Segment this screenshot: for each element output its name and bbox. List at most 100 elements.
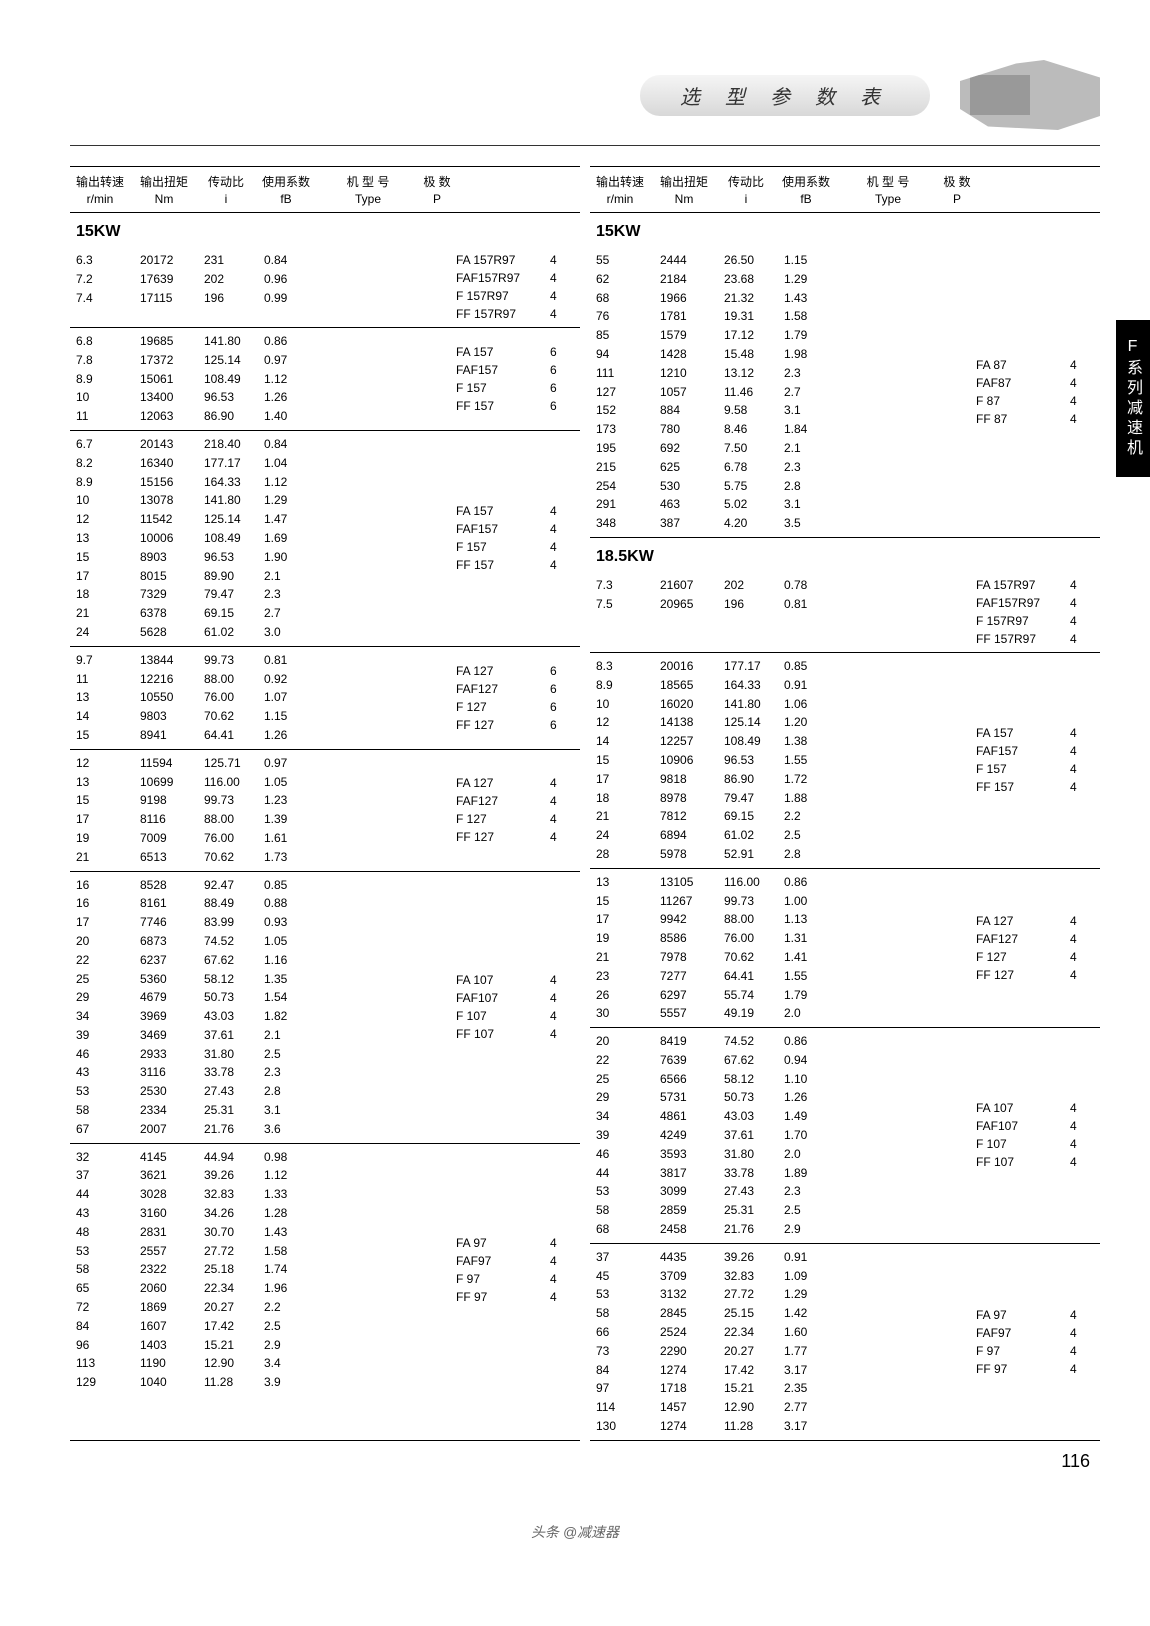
data-row: 131055076.001.07	[70, 688, 450, 707]
data-block: 37443539.260.9145370932.831.0953313227.7…	[590, 1244, 1100, 1440]
model-row: FA 1074	[976, 1099, 1100, 1117]
data-row: 9.71384499.730.81	[70, 651, 450, 670]
model-row: FA 1074	[456, 971, 580, 989]
data-row: 129104011.283.9	[70, 1373, 450, 1392]
data-row: 2914635.023.1	[590, 495, 970, 514]
u-p: P	[422, 192, 452, 206]
data-row: 111221688.000.92	[70, 670, 450, 689]
data-row: 53253027.432.8	[70, 1082, 450, 1101]
model-row: FA 1274	[456, 774, 580, 792]
data-row: 18897879.471.88	[590, 789, 970, 808]
model-row: FF 1576	[456, 397, 580, 415]
data-row: 44302832.831.33	[70, 1185, 450, 1204]
data-row: 151090696.531.55	[590, 751, 970, 770]
data-row: 53313227.721.29	[590, 1285, 970, 1304]
data-row: 66252422.341.60	[590, 1323, 970, 1342]
data-row: 17811688.001.39	[70, 810, 450, 829]
data-row: 68196621.321.43	[590, 289, 970, 308]
data-row: 97171815.212.35	[590, 1379, 970, 1398]
model-row: F 157R974	[976, 612, 1100, 630]
h-p: 极 数	[942, 173, 972, 190]
data-row: 29467950.731.54	[70, 988, 450, 1007]
data-row: 1528849.583.1	[590, 401, 970, 420]
model-row: FF 974	[456, 1288, 580, 1306]
data-row: 26629755.741.79	[590, 986, 970, 1005]
h-p: 极 数	[422, 173, 452, 190]
data-row: 6.819685141.800.86	[70, 332, 450, 351]
data-row: 8.320016177.170.85	[590, 657, 970, 676]
power-right: 15KW	[590, 213, 1100, 247]
u-torque: Nm	[134, 192, 194, 206]
data-row: 6.720143218.400.84	[70, 435, 450, 454]
model-row: F 1074	[456, 1007, 580, 1025]
u-type: Type	[838, 192, 938, 206]
model-row: F 1274	[976, 948, 1100, 966]
data-row: 23727764.411.55	[590, 967, 970, 986]
data-row: 111206386.901.40	[70, 407, 450, 426]
data-row: 113119012.903.4	[70, 1354, 450, 1373]
data-row: 32414544.940.98	[70, 1148, 450, 1167]
data-row: 43311633.782.3	[70, 1063, 450, 1082]
data-row: 19858676.001.31	[590, 929, 970, 948]
data-row: 1013078141.801.29	[70, 491, 450, 510]
data-row: 3483874.203.5	[590, 514, 970, 533]
data-row: 8.918565164.330.91	[590, 676, 970, 695]
data-row: 84127417.423.17	[590, 1361, 970, 1380]
data-row: 46293331.802.5	[70, 1045, 450, 1064]
page-number: 116	[70, 1441, 1100, 1472]
data-block: 6.720143218.400.848.216340177.171.048.91…	[70, 431, 580, 647]
data-row: 8.915156164.331.12	[70, 473, 450, 492]
h-type: 机 型 号	[838, 173, 938, 190]
data-row: 7.3216072020.78	[590, 576, 970, 595]
data-row: 1211594125.710.97	[70, 754, 450, 773]
data-row: 73229020.271.77	[590, 1342, 970, 1361]
model-row: FF 1074	[976, 1153, 1100, 1171]
data-row: 1310006108.491.69	[70, 529, 450, 548]
data-block: 1211594125.710.971310699116.001.05159198…	[70, 750, 580, 872]
data-row: 24689461.022.5	[590, 826, 970, 845]
model-row: FAF1274	[456, 792, 580, 810]
model-row: FAF1274	[976, 930, 1100, 948]
model-row: FF 1574	[456, 556, 580, 574]
data-row: 21781269.152.2	[590, 807, 970, 826]
data-block: 20841974.520.8622763967.620.9425656658.1…	[590, 1028, 1100, 1244]
data-row: 76178119.311.58	[590, 307, 970, 326]
power-right: 18.5KW	[590, 538, 1100, 572]
model-row: FAF974	[456, 1252, 580, 1270]
data-row: 20841974.520.86	[590, 1032, 970, 1051]
data-row: 21797870.621.41	[590, 948, 970, 967]
data-row: 6.3201722310.84	[70, 251, 450, 270]
model-row: FA 874	[976, 356, 1100, 374]
data-row: 2545305.752.8	[590, 477, 970, 496]
model-row: F 157R974	[456, 287, 580, 305]
data-row: 14980370.621.15	[70, 707, 450, 726]
data-row: 1310699116.001.05	[70, 773, 450, 792]
data-row: 24562861.023.0	[70, 623, 450, 642]
data-row: 1956927.502.1	[590, 439, 970, 458]
data-row: 22763967.620.94	[590, 1051, 970, 1070]
u-fb: fB	[258, 192, 314, 206]
data-row: 7.4171151960.99	[70, 289, 450, 308]
data-block: 8.320016177.170.858.918565164.330.911016…	[590, 653, 1100, 869]
model-row: FA 157R974	[976, 576, 1100, 594]
data-row: 58233425.313.1	[70, 1101, 450, 1120]
model-row: F 1276	[456, 698, 580, 716]
data-row: 101340096.531.26	[70, 388, 450, 407]
data-row: 1211542125.141.47	[70, 510, 450, 529]
h-ratio: 传动比	[718, 173, 774, 190]
data-row: 19700976.001.61	[70, 829, 450, 848]
data-row: 16852892.470.85	[70, 876, 450, 895]
u-type: Type	[318, 192, 418, 206]
col-header-right: 输出转速 输出扭矩 传动比 使用系数 机 型 号 极 数 r/min Nm i …	[590, 167, 1100, 213]
u-speed: r/min	[590, 192, 650, 206]
h-ratio: 传动比	[198, 173, 254, 190]
data-row: 46359331.802.0	[590, 1145, 970, 1164]
data-row: 7.5209651960.81	[590, 595, 970, 614]
data-row: 85157917.121.79	[590, 326, 970, 345]
model-row: F 974	[976, 1342, 1100, 1360]
data-row: 94142815.481.98	[590, 345, 970, 364]
model-row: FF 1276	[456, 716, 580, 734]
data-row: 62218423.681.29	[590, 270, 970, 289]
model-row: FAF1276	[456, 680, 580, 698]
data-row: 2156256.782.3	[590, 458, 970, 477]
